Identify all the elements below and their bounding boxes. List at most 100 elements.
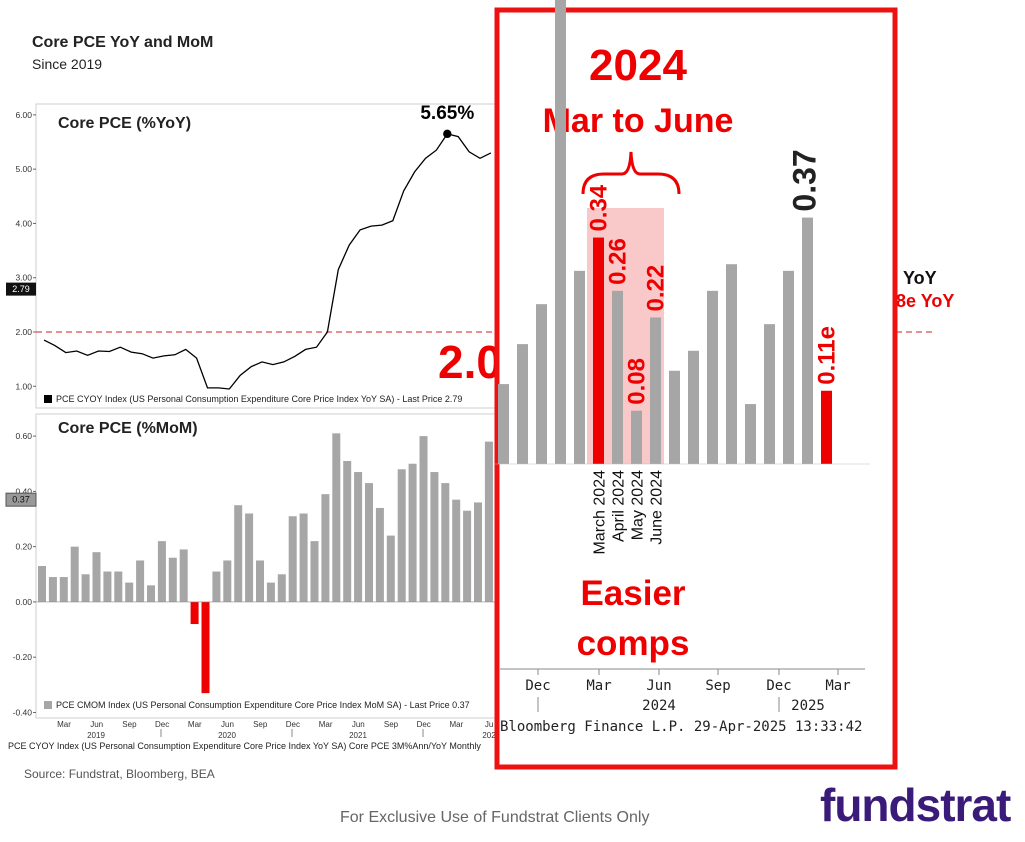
footer-disclaimer: For Exclusive Use of Fundstrat Clients O… [340,809,650,826]
zoom-bar [517,344,528,464]
mom-x-month-label: Mar [450,720,464,729]
mom-bar [48,577,57,602]
mom-x-month-label: Sep [384,720,399,729]
zoom-bar [745,404,756,464]
mom-x-month-label: Mar [57,720,71,729]
mom-bar [484,441,493,602]
yoy-y-tick-label: 2.00 [15,327,32,337]
mom-y-tick-label: 0.00 [15,597,32,607]
zoom-bar [593,237,604,464]
mom-bar [474,502,482,602]
right-yoy-estimate-label: 8e YoY [896,291,954,311]
zoom-category-label: May 2024 [630,470,647,540]
yoy-legend: PCE CYOY Index (US Personal Consumption … [44,394,462,404]
zoom-bar [688,350,699,464]
mom-bar [245,513,254,602]
yoy-last-price-tag-text: 2.79 [12,284,30,294]
mom-bar [114,571,123,602]
yoy-y-tick-label: 4.00 [15,218,32,228]
mom-legend-text: PCE CMOM Index (US Personal Consumption … [56,700,470,710]
mom-bar [397,469,406,602]
mom-bar [354,472,363,602]
zoom-bars [494,0,870,465]
zoom-category-labels: March 2024 April 2024 May 2024 June 2024 [592,470,666,555]
mom-bar [168,557,177,602]
mom-bar [157,541,166,602]
zoom-bar [536,304,547,464]
mom-bar [441,483,450,602]
mom-bar [212,571,221,602]
zoom-category-label: March 2024 [592,470,609,555]
right-yoy-label: YoY [903,268,937,288]
mom-x-month-label: Sep [122,720,137,729]
mom-plot-area [35,413,497,719]
mom-bar [201,601,210,694]
target-partial-label: 2.0 [438,336,502,388]
mom-bar [321,494,330,602]
zoom-x-month-label: Jun [646,678,671,694]
mom-y-axis: 0.60 0.40 0.20 0.00 -0.20 -0.40 [13,431,36,717]
zoom-category-label: April 2024 [611,470,628,542]
zoom-year-title: 2024 [589,41,687,90]
mom-x-year-label: 2020 [218,731,236,740]
mom-x-month-label: Jun [90,720,103,729]
mom-legend-swatch [44,701,52,709]
zoom-bar [650,317,661,464]
zoom-x-month-label: Mar [586,678,611,694]
yoy-legend-text: PCE CYOY Index (US Personal Consumption … [56,394,462,404]
mom-bar [147,585,155,602]
annotation-line-1: Easier [580,574,685,613]
zoom-x-month-label: Sep [705,678,730,694]
zoom-bar [821,390,832,464]
fundstrat-logo: fundstrat [820,779,1011,831]
mom-bar [332,433,341,602]
mom-last-price-tag: 0.37 [5,492,37,507]
mom-x-month-label: Dec [286,720,300,729]
mom-y-tick-label: 0.40 [15,486,32,496]
mom-bar [365,483,373,602]
mom-x-month-label: Ju [485,720,493,729]
zoom-bar [764,324,775,464]
yoy-plot-area [35,103,497,409]
mom-x-month-label: Mar [319,720,333,729]
zoom-bar [612,290,623,464]
mom-bar [103,571,112,602]
zoom-bar [574,270,585,464]
zoom-bar-value-label: 0.22 [643,265,670,312]
mom-bar [288,516,297,602]
mom-bar [179,549,188,602]
zoom-x-month-label: Dec [766,678,791,694]
zoom-bar [726,264,737,464]
mom-bar [463,510,472,602]
mom-bar [419,436,428,602]
mom-x-year-label: 202 [482,731,496,740]
mom-bar [223,560,232,602]
mom-x-month-label: Dec [155,720,169,729]
chart-subtitle: Since 2019 [32,56,103,72]
yoy-last-price-tag: 2.79 [6,282,36,296]
mom-last-price-tag-text: 0.37 [12,495,30,505]
mom-bar [452,499,461,602]
mom-bar [190,601,199,625]
mom-bar [375,507,384,602]
mom-bar [136,560,145,602]
zoom-bar-value-label: 0.37 [787,149,823,211]
mom-bar [277,574,286,602]
mom-bar [299,513,308,602]
yoy-series-line [43,133,492,390]
mom-chart: Core PCE (%MoM) 0.60 0.40 0.20 0.00 -0.20 -0.… [5,413,497,740]
mom-x-month-label: Mar [188,720,202,729]
bottom-legend-text: PCE CYOY Index (US Personal Consumption … [8,741,481,751]
annotation-line-2: comps [577,624,690,663]
yoy-chart: Core PCE (%YoY) 6.00 5.00 4.00 3.00 2.00 1.00… [6,103,935,409]
mom-y-tick-label: 0.60 [15,431,32,441]
mom-legend: PCE CMOM Index (US Personal Consumption … [44,700,470,710]
mom-x-year-label: 2019 [87,731,105,740]
zoom-bar-value-label: 0.26 [605,238,632,285]
mom-bar [59,577,68,602]
yoy-legend-swatch [44,395,52,403]
mom-bars [36,433,496,694]
mom-bar [310,541,319,602]
mom-bar [70,546,79,602]
yoy-panel-title: Core PCE (%YoY) [58,115,191,132]
